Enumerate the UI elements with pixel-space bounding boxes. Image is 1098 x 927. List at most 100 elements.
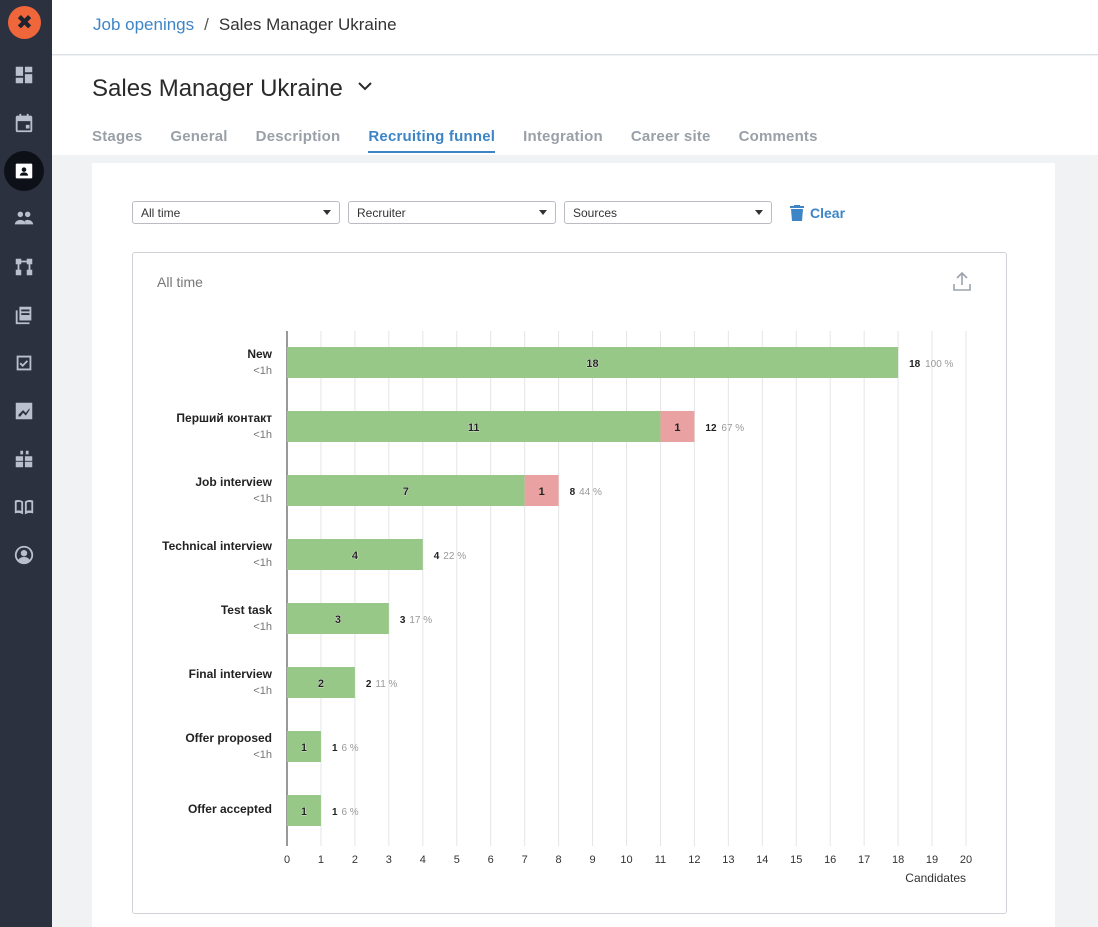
x-tick-label: 8	[556, 854, 562, 866]
bar-value-label: 1	[539, 486, 545, 498]
stage-name-label: Final interview	[189, 667, 273, 681]
bar-total-label: 4	[434, 551, 440, 562]
stage-name-label: New	[247, 347, 272, 361]
x-tick-label: 2	[352, 854, 358, 866]
stage-time-label: <1h	[253, 493, 272, 505]
period-select-value: All time	[141, 205, 181, 220]
bar-value-label: 4	[352, 550, 359, 562]
x-tick-label: 13	[722, 854, 734, 866]
funnel-chart: 0 1 2 3 4 5 6 7 8 9 10 11 12 13 14 15 16 17 18 19 20Candidat…	[162, 331, 972, 885]
x-tick-label: 12	[688, 854, 700, 866]
breadcrumb-separator: /	[204, 15, 209, 34]
breadcrumb-job-openings-link[interactable]: Job openings	[93, 15, 195, 34]
recruiter-select-value: Recruiter	[357, 205, 406, 220]
bar-total-label: 1	[332, 743, 338, 754]
stage-time-label: <1h	[253, 621, 272, 633]
period-select[interactable]: All time	[132, 201, 340, 224]
x-tick-label: 19	[926, 854, 938, 866]
app-logo[interactable]: ✖	[8, 6, 41, 39]
tab-integration[interactable]: Integration	[523, 128, 603, 145]
bar-hired-segment	[287, 411, 661, 442]
page-title[interactable]: Sales Manager Ukraine	[92, 75, 375, 103]
tab-description[interactable]: Description	[255, 128, 341, 145]
bar-hired-segment	[287, 667, 355, 698]
bar-hired-segment	[287, 731, 321, 762]
tab-stages[interactable]: Stages	[92, 128, 143, 145]
dropdown-arrow-icon	[323, 210, 331, 215]
tab-career-site[interactable]: Career site	[630, 128, 711, 145]
x-tick-label: 15	[790, 854, 802, 866]
bar-hired-segment	[287, 347, 899, 378]
x-tick-label: 14	[756, 854, 768, 866]
bar-hired-segment	[287, 475, 525, 506]
x-tick-label: 5	[454, 854, 460, 866]
export-icon[interactable]	[950, 270, 974, 294]
bar-percent-label: 17 %	[409, 615, 432, 626]
job-openings-icon[interactable]	[4, 151, 44, 191]
stage-time-label: <1h	[253, 557, 272, 569]
stage-name-label: Job interview	[195, 475, 272, 489]
workflow-icon[interactable]	[12, 255, 36, 279]
tabs: Stages General Description Recruiting fu…	[92, 128, 818, 153]
bar-percent-label: 6 %	[341, 743, 358, 754]
dashboard-icon[interactable]	[12, 63, 36, 87]
tasks-icon[interactable]	[12, 351, 36, 375]
breadcrumb-current: Sales Manager Ukraine	[218, 15, 397, 34]
stage-time-label: <1h	[253, 365, 272, 377]
bar-hired-segment	[287, 603, 389, 634]
x-tick-label: 6	[488, 854, 494, 866]
funnel-card: All time Recruiter Sources Clear All tim…	[92, 163, 1055, 927]
knowledge-base-icon[interactable]	[12, 495, 36, 519]
bar-value-label: 2	[318, 678, 324, 690]
stage-name-label: Test task	[221, 603, 272, 617]
breadcrumb: Job openings / Sales Manager Ukraine	[93, 15, 397, 35]
bar-total-label: 2	[366, 679, 372, 690]
bar-percent-label: 44 %	[579, 487, 602, 498]
funnel-chart-panel: All time 0 1 2 3 4 5 6 7 8 9 10 11 12 13 14 15 16 17 18 19 2…	[132, 252, 1007, 914]
bar-total-label: 18	[909, 359, 921, 370]
clear-filters-button[interactable]: Clear	[790, 204, 846, 221]
sidebar: ✖	[0, 0, 52, 927]
bar-total-label: 1	[332, 807, 338, 818]
calendar-icon[interactable]	[12, 111, 36, 135]
profile-icon[interactable]	[12, 543, 36, 567]
page-title-text: Sales Manager Ukraine	[92, 75, 343, 102]
x-tick-label: 20	[960, 854, 972, 866]
stage-time-label: <1h	[253, 749, 272, 761]
x-tick-label: 11	[655, 854, 666, 866]
library-icon[interactable]	[12, 303, 36, 327]
bar-value-label: 1	[674, 422, 680, 434]
reports-icon[interactable]	[12, 399, 36, 423]
bar-rejected-segment	[660, 411, 695, 442]
tab-general[interactable]: General	[170, 128, 228, 145]
bar-value-label: 1	[301, 806, 307, 818]
bar-rejected-segment	[524, 475, 559, 506]
x-tick-label: 16	[824, 854, 836, 866]
tab-recruiting-funnel[interactable]: Recruiting funnel	[368, 128, 496, 153]
bar-percent-label: 100 %	[925, 359, 953, 370]
candidates-icon[interactable]	[12, 206, 36, 230]
dropdown-arrow-icon	[755, 210, 763, 215]
tab-comments[interactable]: Comments	[738, 128, 818, 145]
stage-name-label: Offer proposed	[185, 731, 272, 745]
stage-time-label: <1h	[253, 429, 272, 441]
chart-title: All time	[157, 274, 203, 290]
stage-name-label: Offer accepted	[188, 802, 272, 816]
sources-select[interactable]: Sources	[564, 201, 772, 224]
chevron-down-icon[interactable]	[355, 75, 375, 103]
bar-total-label: 3	[400, 615, 406, 626]
dropdown-arrow-icon	[539, 210, 547, 215]
clear-label: Clear	[810, 204, 846, 221]
integrations-icon[interactable]	[12, 447, 36, 471]
bar-total-label: 8	[570, 487, 576, 498]
x-tick-label: 7	[522, 854, 528, 866]
sources-select-value: Sources	[573, 205, 618, 220]
stage-name-label: Technical interview	[162, 539, 272, 553]
bar-percent-label: 11 %	[375, 679, 397, 690]
x-tick-label: 3	[386, 854, 392, 866]
x-tick-label: 18	[892, 854, 904, 866]
x-tick-label: 0	[284, 854, 290, 866]
bar-hired-segment	[287, 539, 423, 570]
recruiter-select[interactable]: Recruiter	[348, 201, 556, 224]
x-tick-label: 4	[420, 854, 426, 866]
